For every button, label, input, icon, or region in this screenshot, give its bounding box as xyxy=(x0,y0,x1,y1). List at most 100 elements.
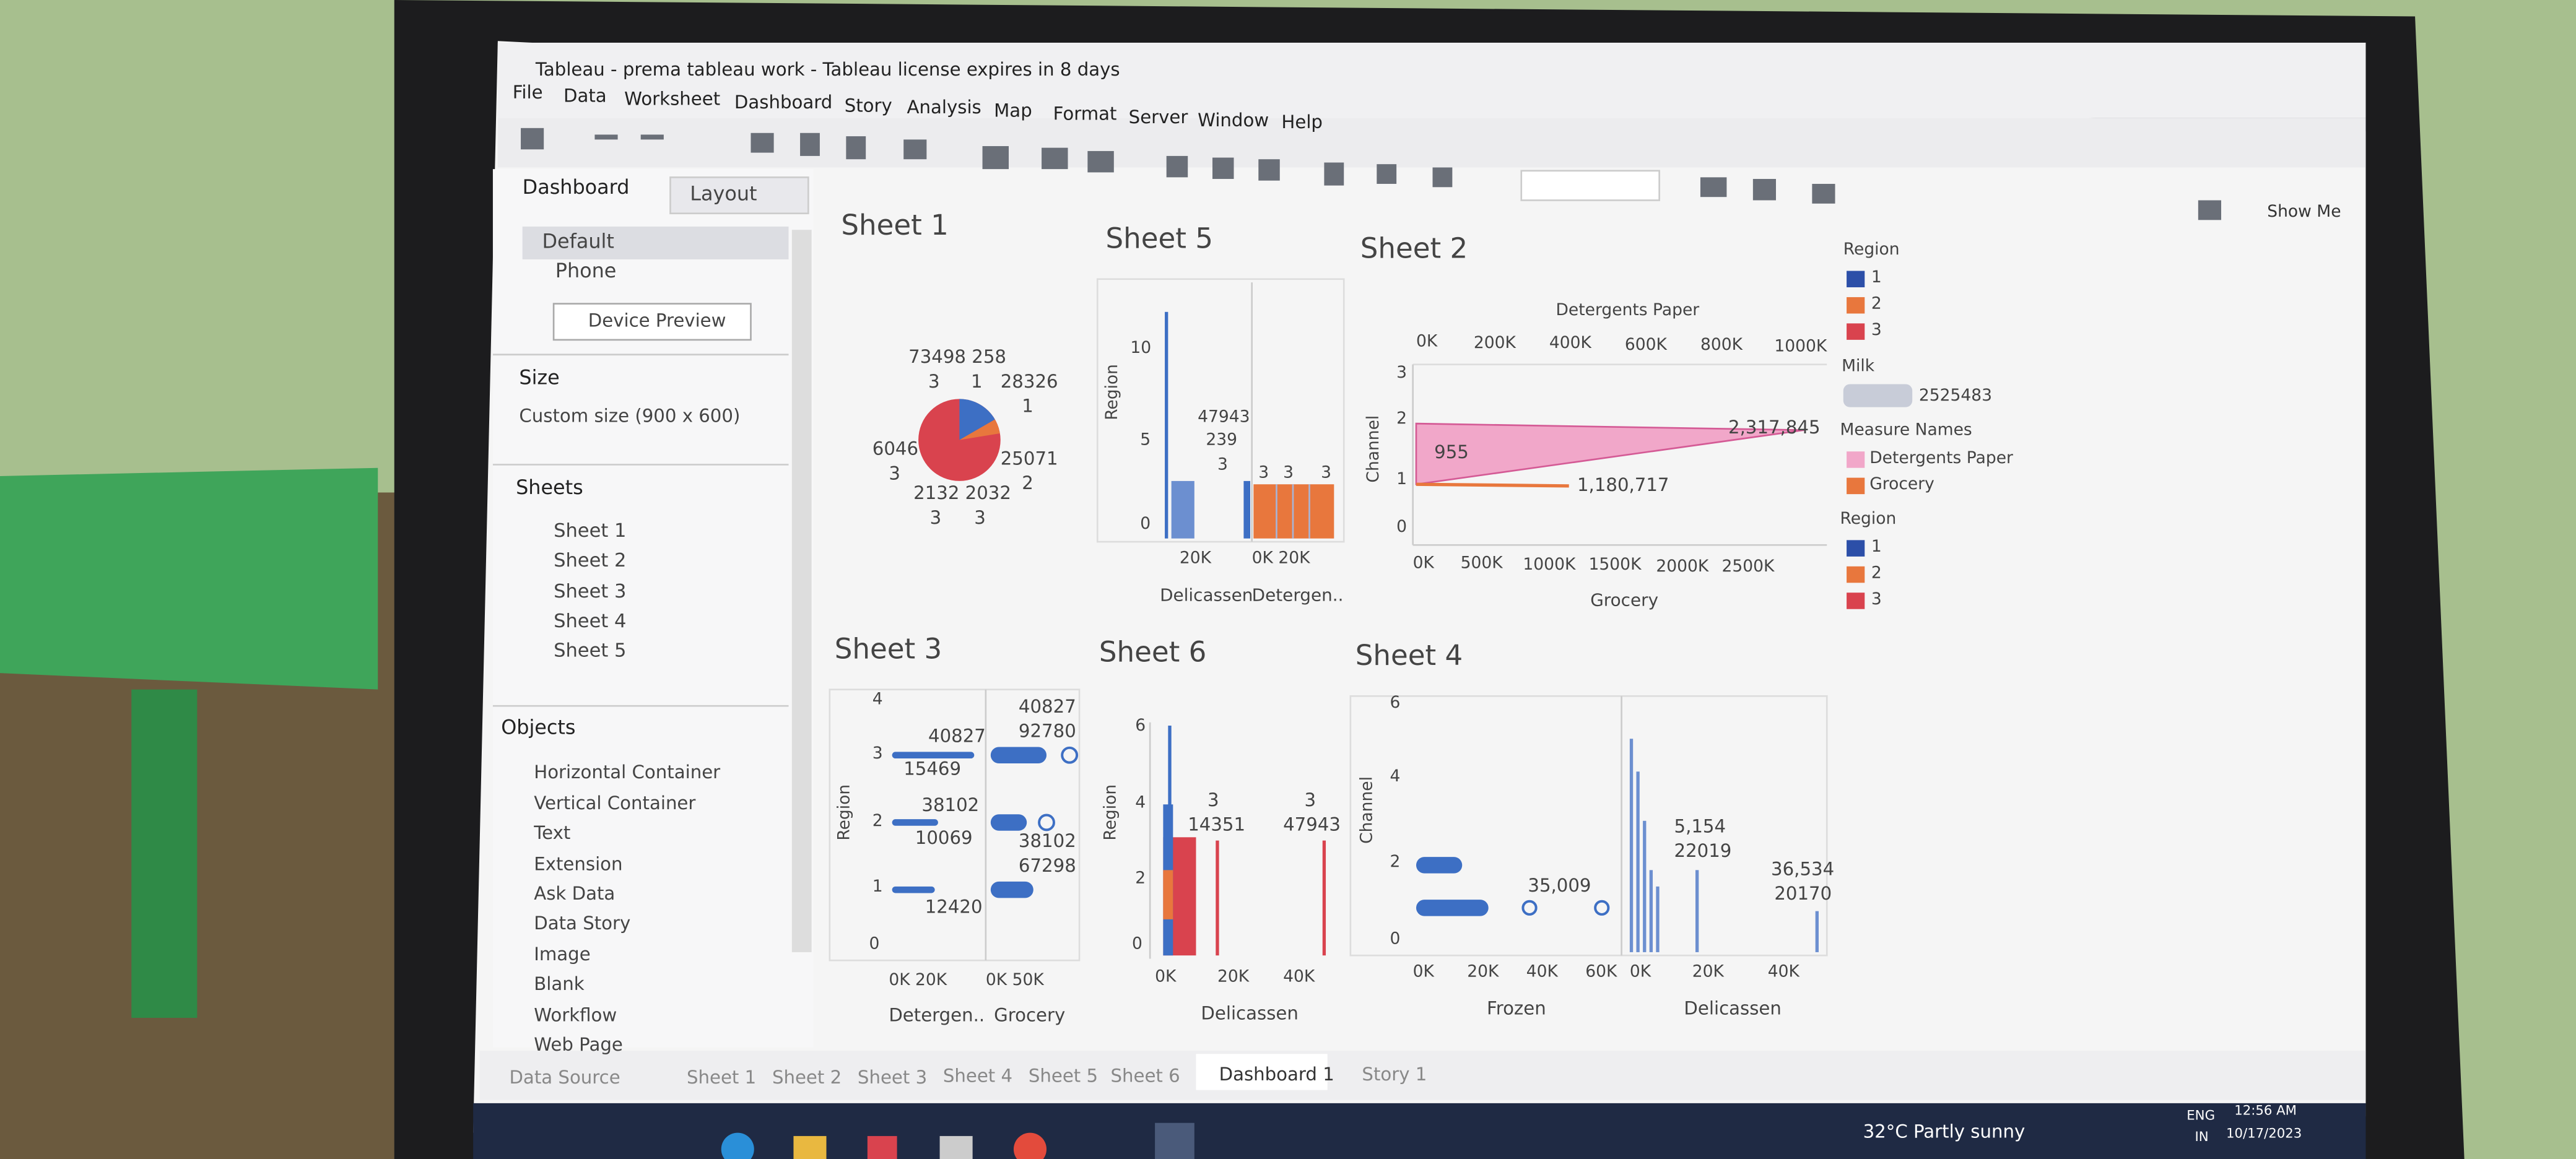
menu-item[interactable]: Help xyxy=(1281,112,1323,134)
size-dropdown[interactable]: Custom size (900 x 600) xyxy=(519,406,741,428)
data-label: 3 xyxy=(1258,464,1269,483)
mark xyxy=(1168,726,1172,808)
data-label: 92780 xyxy=(1018,721,1076,743)
sheet-item[interactable]: Sheet 1 xyxy=(554,519,627,542)
device-preview-button[interactable] xyxy=(552,303,752,341)
window-title: Tableau - prema tableau work - Tableau l… xyxy=(535,59,1120,81)
sheet-tab[interactable]: Sheet 2 xyxy=(772,1067,842,1088)
mark xyxy=(1171,480,1194,539)
sheet-item[interactable]: Sheet 2 xyxy=(554,549,627,572)
size-swatch xyxy=(1843,384,1913,407)
data-label: 47943 xyxy=(1198,409,1250,427)
menu-item[interactable]: Worksheet xyxy=(624,89,721,110)
sheet-tab[interactable]: Sheet 6 xyxy=(1110,1064,1180,1087)
sheet-tab[interactable]: Data Source xyxy=(509,1067,620,1090)
sheet-tab[interactable]: Sheet 3 xyxy=(857,1066,928,1088)
active-tab xyxy=(1196,1054,1328,1090)
weather[interactable]: 32°C Partly sunny xyxy=(1863,1122,2026,1144)
sheet-tab[interactable]: Sheet 4 xyxy=(942,1066,1013,1087)
menu-item[interactable]: Data xyxy=(564,85,607,107)
menu-item[interactable]: Format xyxy=(1053,103,1117,125)
data-label: 1,180,717 xyxy=(1577,475,1669,497)
toolbar xyxy=(497,118,2366,168)
toolbar-dropdown[interactable] xyxy=(1520,170,1660,201)
tick-label: 0K xyxy=(1155,968,1177,987)
clock-date: 10/17/2023 xyxy=(2226,1126,2302,1142)
swatch xyxy=(1847,297,1865,314)
swatch xyxy=(1847,323,1865,340)
axis-title: Detergen.. xyxy=(1251,585,1344,606)
sheet-title: Sheet 5 xyxy=(1105,223,1213,256)
axis-title: Delicassen xyxy=(1684,999,1782,1020)
tick-label: 0K xyxy=(1412,555,1434,573)
object-item[interactable]: Ask Data xyxy=(534,883,616,905)
data-label: 3 xyxy=(974,508,986,529)
sheet-item[interactable]: Sheet 3 xyxy=(554,579,627,602)
menu-item[interactable]: Dashboard xyxy=(734,91,833,113)
object-item[interactable]: Horizontal Container xyxy=(534,762,721,784)
area xyxy=(1415,422,1804,485)
language[interactable]: ENG xyxy=(2187,1108,2216,1124)
sheet-item[interactable]: Sheet 4 xyxy=(554,609,627,632)
data-label: 1 xyxy=(1022,396,1033,418)
tick-label: 0 xyxy=(1396,518,1408,537)
menu-item[interactable]: File xyxy=(512,82,543,105)
legend-title: Region xyxy=(1840,510,1897,529)
menu-item[interactable]: Analysis xyxy=(907,97,981,119)
panel-tab[interactable]: Layout xyxy=(690,181,757,205)
device-option[interactable]: Phone xyxy=(555,259,617,282)
taskbar-icons xyxy=(721,1122,1194,1159)
tick-label: 3 xyxy=(1396,364,1408,383)
sheet-title: Sheet 6 xyxy=(1099,636,1207,670)
outlier xyxy=(1594,900,1610,916)
tick-label: 60K xyxy=(1585,963,1617,982)
tick-label: 40K xyxy=(1283,968,1315,987)
outlier xyxy=(1521,900,1538,916)
tick-label: 4 xyxy=(872,691,883,710)
object-item[interactable]: Text xyxy=(534,822,571,844)
dot-rows xyxy=(892,747,1047,898)
object-item[interactable]: Data Story xyxy=(534,913,631,935)
tick-label: 2 xyxy=(1135,870,1146,888)
tick-label: 0K 50K xyxy=(985,971,1044,990)
object-item[interactable]: Image xyxy=(534,944,591,965)
device-option[interactable]: Default xyxy=(542,229,614,253)
panel-tab[interactable]: Dashboard xyxy=(522,175,630,199)
legend-item: Grocery xyxy=(1869,475,1934,495)
data-label: 40827 xyxy=(928,726,986,748)
tick-label: 40K xyxy=(1526,963,1558,982)
menu-item[interactable]: Map xyxy=(994,100,1032,122)
object-item[interactable]: Workflow xyxy=(534,1004,617,1026)
mark-stripes xyxy=(1276,484,1310,539)
sheet-tab[interactable]: Sheet 1 xyxy=(686,1067,757,1089)
menu-item[interactable]: Window xyxy=(1198,109,1269,131)
layout-tab[interactable] xyxy=(669,176,809,215)
tab-bar xyxy=(479,1051,2366,1100)
data-label: 15469 xyxy=(903,759,962,781)
object-item[interactable]: Vertical Container xyxy=(534,792,696,814)
data-label: 2132 2032 xyxy=(913,483,1011,505)
object-item[interactable]: Blank xyxy=(534,973,585,996)
sheet-tab[interactable]: Story 1 xyxy=(1362,1064,1427,1085)
outlier xyxy=(1038,814,1055,831)
button-label[interactable]: Device Preview xyxy=(588,311,726,332)
toolbar-icons xyxy=(521,128,2221,220)
menu-item[interactable]: Story xyxy=(844,94,892,116)
legend-item: 1 xyxy=(1871,538,1882,557)
data-label: 239 xyxy=(1206,432,1238,450)
show-me[interactable]: Show Me xyxy=(2267,203,2341,222)
sheet-tab[interactable]: Dashboard 1 xyxy=(1219,1064,1334,1086)
object-item[interactable]: Extension xyxy=(534,853,623,875)
tick-label: 3 xyxy=(872,745,883,763)
tick-label: 10 xyxy=(1130,339,1152,358)
tick-label: 0K xyxy=(1412,963,1434,982)
menu-item[interactable]: Server xyxy=(1128,106,1188,128)
tick-label: 2500K xyxy=(1721,558,1775,576)
axis-title: Delicassen xyxy=(1201,1004,1299,1025)
sheet-item[interactable]: Sheet 5 xyxy=(554,639,627,662)
legend-item: 2 xyxy=(1871,295,1882,314)
sheet-tab[interactable]: Sheet 5 xyxy=(1028,1065,1099,1087)
object-item[interactable]: Web Page xyxy=(534,1034,623,1056)
swatch xyxy=(1847,566,1865,583)
